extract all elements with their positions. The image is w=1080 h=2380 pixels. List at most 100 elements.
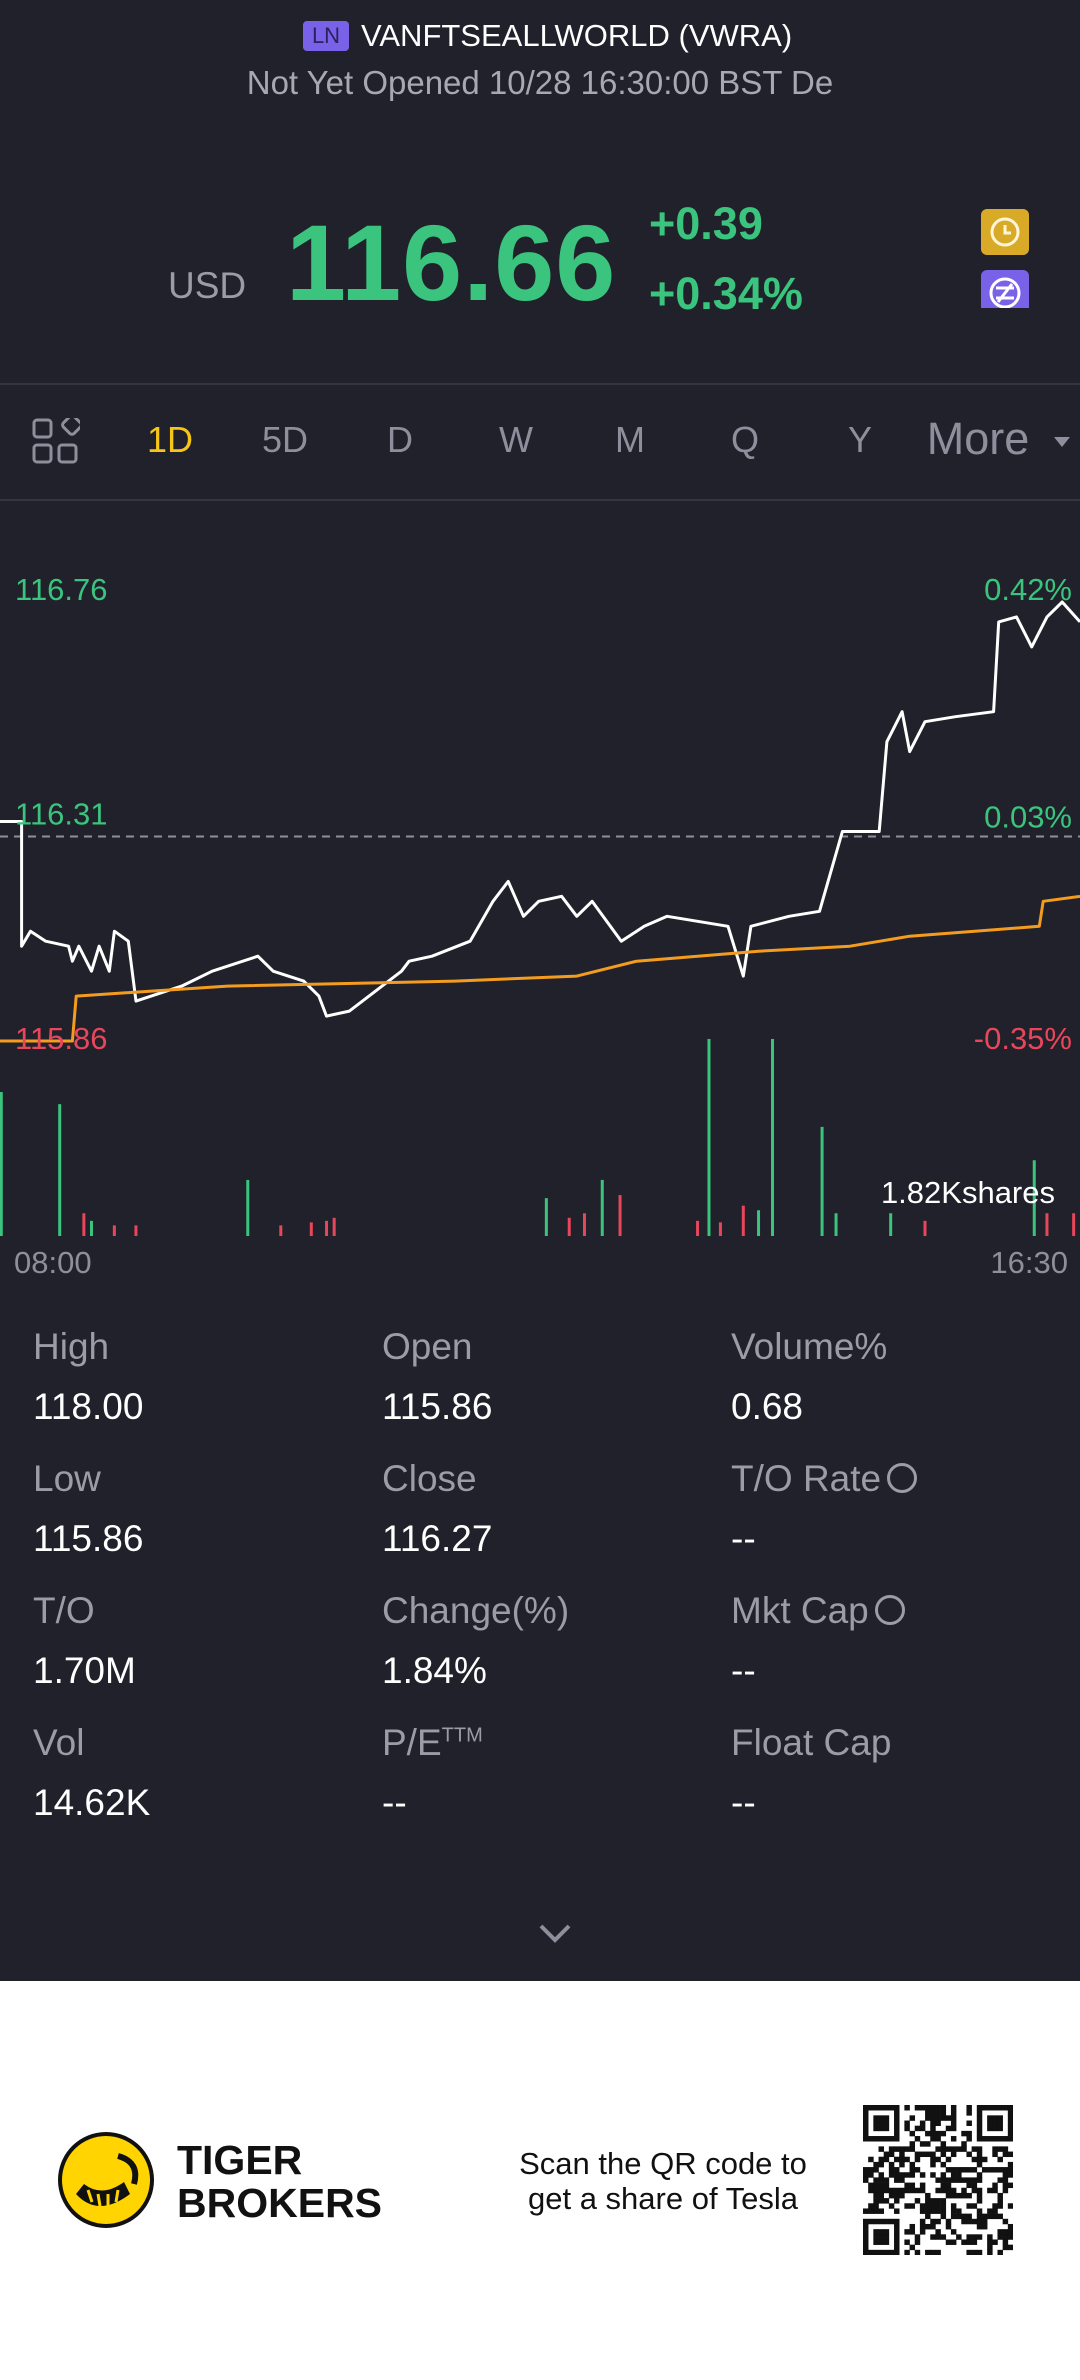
qr-module	[950, 2136, 957, 2142]
qr-module	[940, 2213, 947, 2220]
qr-module	[863, 2105, 869, 2111]
qr-module	[868, 2187, 874, 2194]
qr-module	[919, 2172, 926, 2178]
volume-bar	[757, 1210, 761, 1236]
qr-module	[909, 2161, 916, 2168]
qr-module	[976, 2115, 983, 2121]
stat-label: Open	[382, 1326, 473, 1368]
qr-module	[878, 2177, 884, 2183]
qr-module	[909, 2229, 916, 2235]
qr-module	[873, 2203, 879, 2209]
period-tab[interactable]: Q	[730, 419, 760, 460]
qr-module	[1002, 2182, 1009, 2189]
qr-module	[873, 2120, 879, 2126]
stat-value: 1.84%	[382, 1650, 487, 1691]
qr-module	[966, 2105, 972, 2111]
qr-module	[888, 2146, 895, 2152]
qr-module	[878, 2161, 884, 2168]
qr-module	[919, 2187, 926, 2194]
period-tab[interactable]: Y	[847, 419, 873, 460]
period-tab[interactable]: More	[926, 413, 1030, 464]
qr-module	[878, 2249, 884, 2255]
icon-square	[32, 443, 53, 464]
qr-module	[883, 2234, 890, 2240]
period-tab[interactable]: D	[387, 419, 413, 460]
qr-module	[888, 2161, 895, 2168]
stat-label: High	[33, 1326, 109, 1368]
quote-icons[interactable]	[980, 208, 1030, 308]
qr-module	[914, 2151, 921, 2158]
qr-module	[950, 2125, 957, 2132]
qr-module	[863, 2136, 869, 2142]
qr-module	[940, 2198, 947, 2204]
qr-module	[976, 2161, 983, 2168]
qr-module	[997, 2234, 1003, 2240]
qr-module	[914, 2156, 921, 2163]
volume-bar	[771, 1039, 775, 1236]
qr-module	[997, 2146, 1003, 2152]
qr-module	[878, 2218, 884, 2225]
qr-module	[997, 2120, 1003, 2126]
qr-module	[919, 2203, 926, 2209]
qr-module	[863, 2234, 869, 2240]
qr-module	[997, 2249, 1003, 2255]
volume-bar	[741, 1205, 745, 1236]
qr-module	[971, 2167, 978, 2173]
qr-module	[863, 2125, 869, 2132]
qr-module	[873, 2192, 879, 2199]
qr-module	[976, 2249, 983, 2255]
qr-module	[945, 2239, 952, 2245]
currency: USD	[168, 265, 247, 306]
period-tab[interactable]: 5D	[261, 419, 309, 460]
qr-module	[883, 2198, 890, 2204]
stat-value: 116.27	[382, 1518, 493, 1559]
qr-module	[997, 2192, 1003, 2199]
qr-module	[909, 2223, 916, 2230]
qr-module	[888, 2105, 895, 2111]
qr-module	[950, 2177, 957, 2183]
volume-max-label: 1.82Kshares	[881, 1175, 1055, 1210]
qr-module	[976, 2125, 983, 2132]
qr-module	[873, 2239, 879, 2245]
qr-module	[992, 2208, 998, 2214]
qr-module	[894, 2172, 900, 2178]
period-tab[interactable]: 1D	[146, 419, 194, 460]
qr-module	[971, 2182, 978, 2189]
stat-label: Low	[33, 1458, 101, 1500]
qr-module	[935, 2229, 941, 2235]
qr-module	[987, 2234, 993, 2240]
period-tab[interactable]: M	[615, 419, 645, 460]
qr-module	[961, 2192, 967, 2199]
qr-module	[945, 2125, 952, 2132]
qr-module	[976, 2172, 983, 2178]
expand-chevron[interactable]	[535, 1918, 575, 1946]
qr-module	[909, 2244, 916, 2251]
qr-module	[883, 2229, 890, 2235]
stat-label: P/ETTM	[382, 1722, 483, 1764]
qr-module	[925, 2198, 931, 2204]
qr-module	[935, 2146, 941, 2152]
qr-module	[997, 2198, 1003, 2204]
divider	[0, 383, 1080, 385]
qr-module	[956, 2172, 962, 2178]
qr-module	[930, 2125, 936, 2132]
stat-label: Change(%)	[382, 1590, 569, 1632]
stat-label: Float Cap	[731, 1722, 891, 1764]
period-tab[interactable]: W	[499, 419, 533, 460]
info-icon[interactable]	[887, 1463, 918, 1493]
qr-module	[914, 2239, 921, 2245]
qr-module	[878, 2208, 884, 2214]
layout-icon[interactable]	[32, 418, 80, 466]
qr-module	[966, 2177, 972, 2183]
stat-label-text: Low	[33, 1458, 101, 1499]
qr-module	[1007, 2172, 1013, 2178]
more-arrow	[1054, 437, 1070, 447]
qr-module	[863, 2249, 869, 2255]
qr-module	[997, 2156, 1003, 2163]
qr-module	[904, 2229, 910, 2235]
divider	[0, 499, 1080, 501]
info-icon[interactable]	[874, 1595, 905, 1625]
qr-module	[945, 2177, 952, 2183]
qr-module	[894, 2229, 900, 2235]
qr-module	[976, 2177, 983, 2183]
